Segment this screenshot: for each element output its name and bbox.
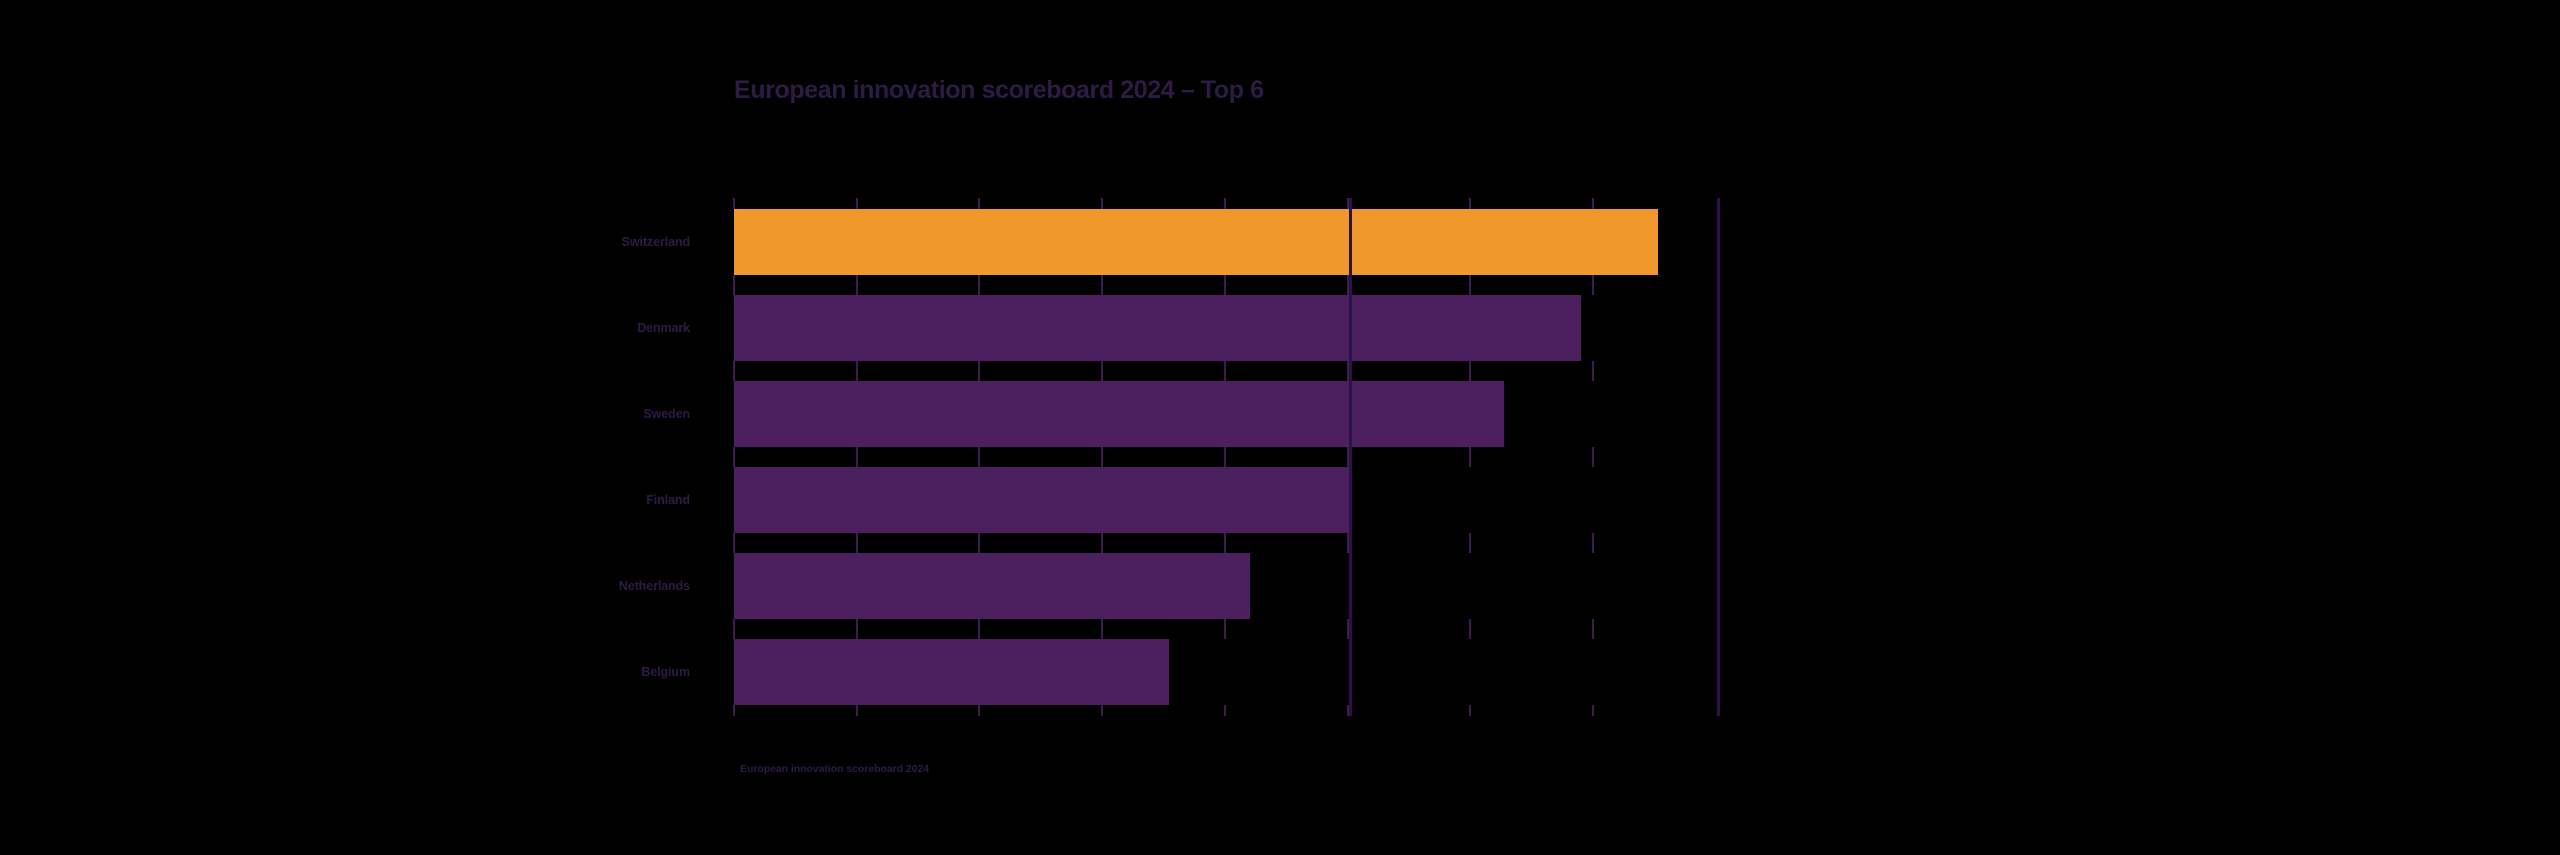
x-axis-tick <box>1592 705 1595 716</box>
x-axis-tick <box>1592 198 1595 209</box>
y-label-sweden: Sweden <box>643 407 690 421</box>
x-axis-tick <box>855 619 858 639</box>
x-axis-tick <box>855 447 858 467</box>
bar-netherlands[interactable] <box>734 553 1251 619</box>
x-axis-tick <box>1346 705 1349 716</box>
x-axis-tick <box>733 619 735 639</box>
y-label-belgium: Belgium <box>641 665 690 679</box>
x-axis-tick <box>1223 361 1226 381</box>
bar-row <box>734 553 1722 619</box>
y-label-finland: Finland <box>646 493 690 507</box>
x-axis-tick <box>733 533 735 553</box>
x-axis-tick <box>1101 705 1104 716</box>
x-axis-tick <box>1346 619 1349 639</box>
y-label-switzerland: Switzerland <box>621 235 690 249</box>
y-axis-category-labels: Switzerland Denmark Sweden Finland Netherlan… <box>534 200 724 712</box>
x-axis-tick <box>855 533 858 553</box>
reference-line-2 <box>1716 198 1720 716</box>
x-axis-tick <box>733 198 735 209</box>
x-axis-tick <box>1101 198 1104 209</box>
chart-title: European innovation scoreboard 2024 – To… <box>734 76 1264 104</box>
x-axis-tick <box>1223 705 1226 716</box>
x-axis-tick <box>1101 447 1104 467</box>
x-axis-tick <box>855 198 858 209</box>
x-axis-tick <box>733 705 735 716</box>
plot-area <box>733 198 1722 716</box>
x-axis-tick <box>1469 705 1472 716</box>
x-axis-tick <box>1101 619 1104 639</box>
x-axis-tick <box>1592 447 1595 467</box>
x-axis-tick <box>1592 533 1595 553</box>
x-axis-tick <box>978 705 981 716</box>
x-axis-tick <box>1101 361 1104 381</box>
x-axis-tick <box>1469 275 1472 295</box>
x-axis-tick <box>855 705 858 716</box>
x-axis-tick <box>855 361 858 381</box>
x-axis-tick <box>1469 198 1472 209</box>
x-axis-tick <box>1592 619 1595 639</box>
x-axis-tick <box>1346 198 1349 209</box>
x-axis-tick <box>1223 619 1226 639</box>
x-axis-tick <box>1223 275 1226 295</box>
x-axis-tick <box>733 447 735 467</box>
x-axis-tick <box>733 361 735 381</box>
bar-finland[interactable] <box>734 467 1350 533</box>
x-axis-tick <box>1346 361 1349 381</box>
x-axis-tick <box>1592 275 1595 295</box>
x-axis-tick <box>1223 533 1226 553</box>
bar-denmark[interactable] <box>734 295 1582 361</box>
x-axis-tick <box>978 619 981 639</box>
x-axis-tick <box>1346 447 1349 467</box>
x-axis-tick <box>978 275 981 295</box>
x-axis-tick <box>1469 619 1472 639</box>
x-axis-tick <box>1101 533 1104 553</box>
chart-caption: European innovation scoreboard 2024 <box>740 763 930 775</box>
bar-row <box>734 209 1722 275</box>
x-axis-tick <box>978 198 981 209</box>
bar-row <box>734 639 1722 705</box>
bar-belgium[interactable] <box>734 639 1170 705</box>
x-axis-tick <box>978 533 981 553</box>
x-axis-tick <box>1592 361 1595 381</box>
x-axis-tick <box>733 275 735 295</box>
bar-row <box>734 381 1722 447</box>
x-axis-tick <box>1223 198 1226 209</box>
x-axis-tick <box>978 447 981 467</box>
bar-row <box>734 295 1722 361</box>
x-axis-tick <box>1469 533 1472 553</box>
bar-switzerland[interactable] <box>734 209 1659 275</box>
x-axis-tick <box>1346 533 1349 553</box>
y-label-netherlands: Netherlands <box>618 579 690 593</box>
reference-line-1 <box>1348 198 1352 716</box>
x-axis-tick <box>978 361 981 381</box>
x-axis-tick <box>1101 275 1104 295</box>
x-axis-tick <box>1469 447 1472 467</box>
bar-row <box>734 467 1722 533</box>
x-axis-tick <box>855 275 858 295</box>
bar-sweden[interactable] <box>734 381 1504 447</box>
x-axis-tick <box>1469 361 1472 381</box>
y-label-denmark: Denmark <box>637 321 690 335</box>
x-axis-tick <box>1346 275 1349 295</box>
x-axis-tick <box>1223 447 1226 467</box>
